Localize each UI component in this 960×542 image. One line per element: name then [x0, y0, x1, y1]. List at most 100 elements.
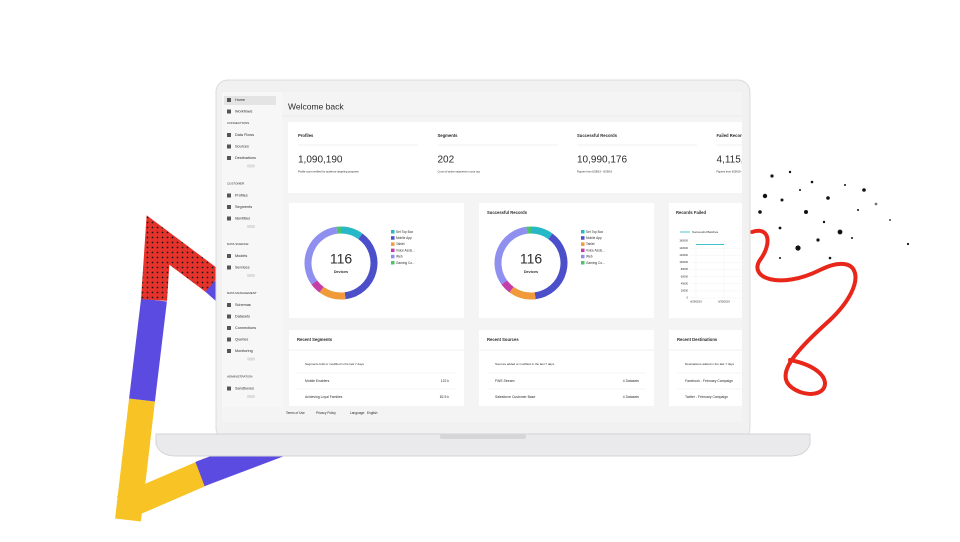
card-title: Successful Records [487, 210, 528, 215]
metric-note: Figures from 6/28/19 - 6/29/19 [577, 170, 612, 174]
nav-item[interactable]: Sandboxes [235, 387, 254, 391]
list-value: 4 Datasets [623, 395, 640, 399]
legend-label: Gaming Co... [396, 261, 415, 265]
dashboard: Welcome back Home Workflows CONNECTIONS Data… [222, 92, 748, 422]
nav-heading: DATA SCIENCE [227, 242, 249, 246]
nav-icon [227, 337, 231, 342]
legend-swatch [391, 261, 395, 265]
decor-scribble [750, 228, 858, 396]
legend-label: Tablet [586, 242, 595, 246]
nav-item[interactable]: Workflows [235, 110, 253, 114]
list-value: 82.5 k [440, 395, 450, 399]
metric-value: 1,090,190 [298, 155, 343, 166]
legend-label: Web [396, 255, 403, 259]
nav-item[interactable]: Destinations [235, 156, 256, 160]
card-title: Recent Destinations [677, 337, 718, 342]
metric-note: Count of active segments in your org [438, 170, 481, 174]
donut-segment [304, 226, 338, 285]
nav-icon [227, 265, 231, 270]
legend-label: Mobile App [396, 236, 412, 240]
legend-label: Voice Assis... [396, 248, 415, 252]
card-description: Segments built or modified in the last 7… [305, 362, 364, 366]
metric-value: 202 [438, 155, 455, 166]
metric-label: Profiles [298, 133, 314, 138]
nav-icon [227, 133, 231, 137]
nav-icon [227, 156, 231, 160]
donut-segment [344, 233, 378, 300]
nav-item[interactable]: Identities [235, 217, 250, 221]
list-value: 122 k [441, 379, 450, 383]
nav-item[interactable]: Connections [235, 326, 256, 330]
nav-icon [227, 349, 231, 353]
nav-item[interactable]: Data Flows [235, 133, 254, 137]
nav-item[interactable]: Sources [235, 145, 249, 149]
donut-segment [311, 280, 324, 293]
nav-icon [227, 326, 231, 330]
nav-icon [227, 386, 231, 391]
nav-item[interactable]: Profiles [235, 194, 248, 198]
legend-swatch [391, 236, 395, 240]
nav-heading: DATA MANAGEMENT [227, 291, 257, 295]
nav-item[interactable]: Segments [235, 205, 252, 209]
donut-total: 116 [330, 251, 353, 267]
nav-item[interactable]: Schemas [235, 303, 251, 307]
nav-item[interactable]: Queries [235, 338, 248, 342]
footer-language[interactable]: English [367, 411, 378, 415]
donut-segment [340, 226, 363, 240]
nav-icon [227, 109, 231, 114]
legend-label: Tablet [396, 242, 405, 246]
legend-swatch [581, 230, 585, 234]
legend-swatch [391, 230, 395, 234]
nav-item[interactable]: Models [235, 254, 247, 258]
legend-label: Voice Assis... [586, 248, 605, 252]
y-tick-label: 40000 [681, 281, 689, 285]
donut-segment [319, 286, 346, 300]
nav-item[interactable]: Services [235, 266, 250, 270]
nav-icon [227, 216, 231, 221]
footer-link[interactable]: Terms of Use [286, 411, 305, 415]
legend-swatch [581, 248, 585, 253]
list-link[interactable]: Facebook - February Campaign [685, 379, 733, 383]
sidebar [222, 92, 282, 410]
y-tick-label: 0 [687, 296, 689, 300]
legend-label: Set Top Box [586, 230, 604, 234]
nav-selected [224, 96, 276, 105]
legend-label: Mobile App [586, 236, 602, 240]
nav-more [247, 164, 255, 168]
nav-icon [227, 144, 231, 149]
card-description: Destinations added in the last 7 days [685, 362, 735, 366]
page-title: Welcome back [288, 101, 344, 111]
list-link[interactable]: Achieving Loyal Families [305, 395, 343, 399]
legend-swatch [581, 261, 585, 265]
list-link[interactable]: Mobile Enablers [305, 379, 330, 383]
donut-total: 116 [520, 251, 543, 267]
nav-icon [227, 254, 231, 258]
x-tick-label: 6/30/2019 [718, 300, 730, 304]
list-link[interactable]: FWS Stream [495, 379, 515, 383]
nav-item[interactable]: Monitoring [235, 349, 253, 353]
nav-icon [227, 205, 231, 209]
list-link[interactable]: Twitter - February Campaign [685, 395, 728, 399]
legend-swatch [391, 242, 395, 246]
card-description: Sources added or modified in the last 7 … [495, 362, 555, 366]
nav-item[interactable]: Datasets [235, 315, 250, 319]
legend-swatch [391, 254, 395, 259]
nav-more [247, 225, 255, 228]
card [669, 203, 742, 318]
footer-link[interactable]: Privacy Policy [316, 411, 336, 415]
legend-label: Web [586, 255, 593, 259]
metrics-panel [288, 122, 742, 193]
donut-segment [501, 280, 514, 293]
legend-label: Set Top Box [396, 230, 414, 234]
donut-unit: Devices [524, 270, 538, 274]
card [669, 330, 742, 406]
donut-segment [509, 286, 536, 300]
card-title: Recent Segments [297, 337, 333, 342]
list-link[interactable]: Salesforce Customer Base [495, 395, 535, 399]
nav-more [247, 395, 255, 398]
y-tick-label: 20000 [681, 289, 689, 293]
nav-item[interactable]: Home [235, 98, 245, 102]
donut-segment [494, 226, 528, 285]
y-tick-label: 160000 [679, 239, 688, 243]
metric-label: Failed Records [717, 133, 748, 138]
